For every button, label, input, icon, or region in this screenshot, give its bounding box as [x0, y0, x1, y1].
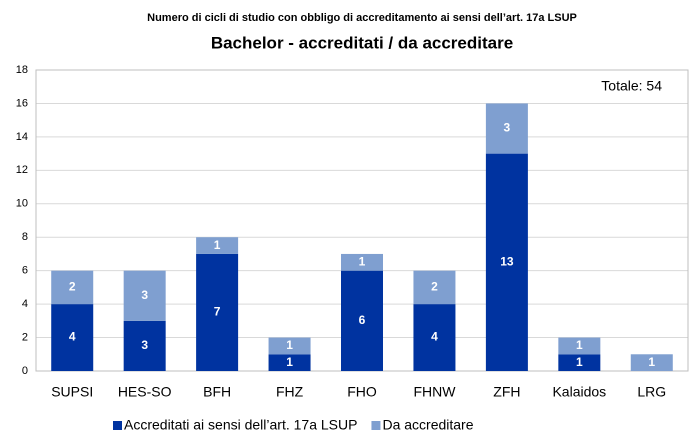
- legend-label: Accreditati ai sensi dell’art. 17a LSUP: [124, 417, 357, 433]
- bar-segment: [51, 270, 94, 305]
- legend-swatch: [113, 421, 122, 430]
- bar-segment: [123, 320, 166, 371]
- x-tick-label: FHO: [347, 384, 377, 400]
- legend-label: Da accreditare: [382, 417, 473, 433]
- y-tick-label: 18: [16, 64, 28, 76]
- bar-segment: [268, 337, 311, 355]
- bar-segment: [196, 253, 239, 371]
- y-tick-label: 0: [22, 365, 28, 377]
- data-label: 7: [214, 305, 221, 319]
- data-label: 1: [214, 238, 221, 252]
- bar-segment: [123, 270, 166, 321]
- data-label: 4: [431, 330, 438, 344]
- legend-swatch: [371, 421, 381, 430]
- bar-segment: [558, 337, 601, 355]
- chart-subtitle: Bachelor - accreditati / da accreditare: [211, 33, 513, 52]
- x-tick-label: FHNW: [413, 384, 456, 400]
- data-label: 3: [504, 121, 511, 135]
- chart-title: Numero di cicli di studio con obbligo di…: [147, 12, 577, 24]
- y-tick-label: 10: [16, 198, 28, 210]
- y-tick-label: 12: [16, 164, 28, 176]
- x-tick-label: LRG: [637, 384, 666, 400]
- bar-segment: [196, 237, 239, 254]
- y-tick-label: 14: [16, 131, 28, 143]
- bar-segment: [558, 354, 601, 371]
- data-label: 2: [69, 280, 76, 294]
- data-label: 1: [286, 338, 293, 352]
- x-tick-label: SUPSI: [51, 384, 93, 400]
- bar-segment: [341, 270, 383, 371]
- y-tick-label: 8: [22, 231, 28, 243]
- x-tick-label: HES-SO: [118, 384, 172, 400]
- data-label: 3: [141, 338, 148, 352]
- data-label: 1: [576, 355, 583, 369]
- data-label: 6: [359, 313, 366, 327]
- bar-segment: [51, 304, 94, 371]
- data-label: 3: [141, 288, 148, 302]
- annotation: Totale: 54: [601, 78, 662, 94]
- data-label: 1: [648, 355, 655, 369]
- bar-segment: [413, 270, 456, 305]
- bar-segment: [268, 354, 311, 371]
- data-label: 13: [500, 254, 514, 268]
- x-tick-label: FHZ: [276, 384, 304, 400]
- y-tick-label: 2: [22, 331, 28, 343]
- bar-segment: [341, 253, 383, 271]
- y-tick-label: 4: [22, 298, 28, 310]
- x-tick-label: ZFH: [493, 384, 520, 400]
- bar-segment: [485, 103, 528, 154]
- y-tick-label: 6: [22, 265, 28, 277]
- bar-segment: [413, 304, 456, 371]
- data-label: 1: [359, 254, 366, 268]
- bar-segment: [485, 153, 528, 371]
- data-label: 2: [431, 280, 438, 294]
- data-label: 4: [69, 330, 76, 344]
- x-tick-label: Kalaidos: [552, 384, 606, 400]
- data-label: 1: [286, 355, 293, 369]
- y-tick-label: 16: [16, 97, 28, 109]
- data-label: 1: [576, 338, 583, 352]
- x-tick-label: BFH: [203, 384, 231, 400]
- bar-segment: [630, 354, 673, 371]
